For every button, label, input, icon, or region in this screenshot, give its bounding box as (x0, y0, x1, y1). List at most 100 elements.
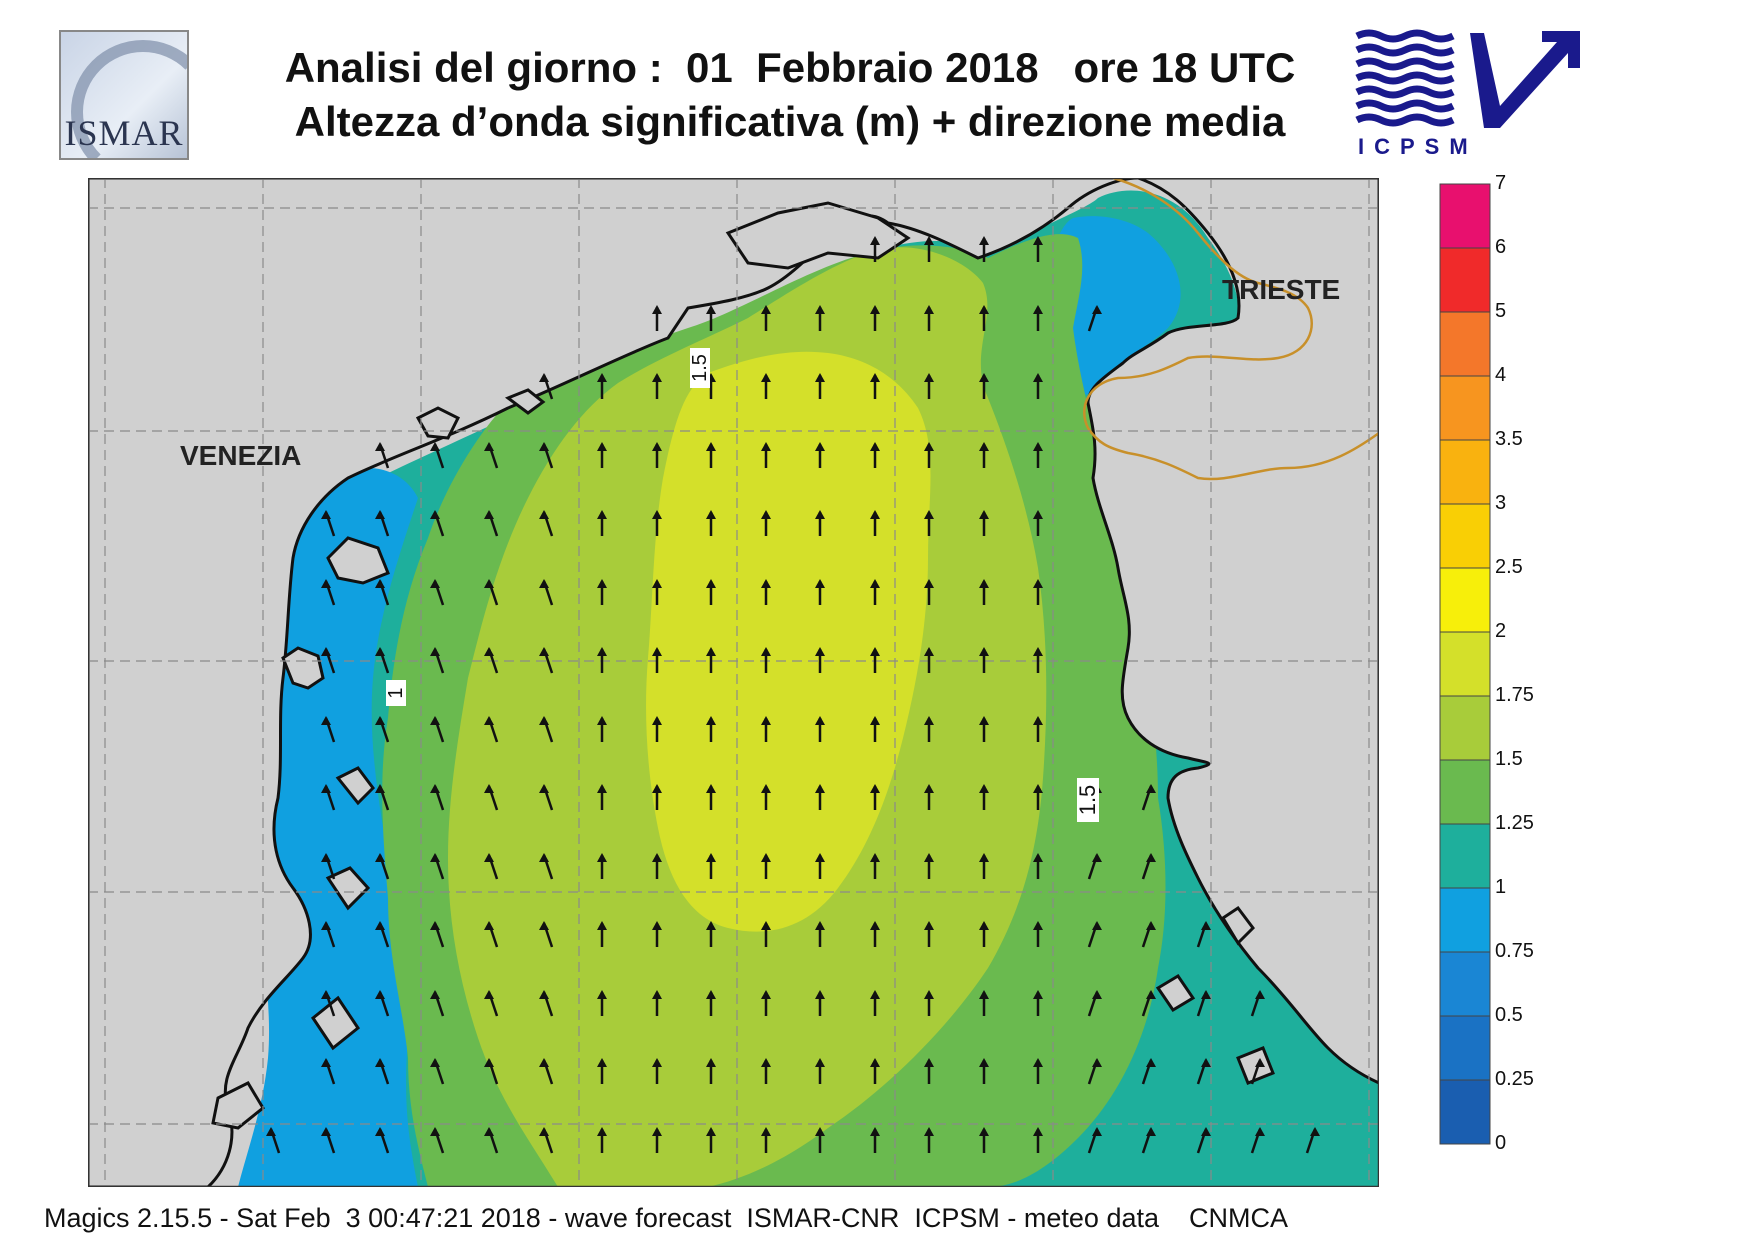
wave-direction-arrowhead (321, 1127, 331, 1136)
wave-direction-arrowhead (1033, 921, 1043, 930)
wave-direction-arrowhead (597, 990, 607, 999)
wave-direction-arrowhead (1201, 990, 1211, 999)
wave-direction-arrowhead (706, 853, 716, 862)
wave-direction-arrowhead (924, 1127, 934, 1136)
wave-direction-arrowhead (321, 1058, 331, 1067)
wave-direction-arrowhead (375, 784, 385, 793)
wave-direction-arrowhead (979, 305, 989, 314)
coast-island (1155, 973, 1196, 1013)
wave-direction-arrowhead (430, 1127, 440, 1136)
wave-direction-arrowhead (652, 442, 662, 451)
wave-direction-arrowhead (979, 784, 989, 793)
wave-direction-arrowhead (1092, 990, 1102, 999)
wave-direction-arrowhead (979, 647, 989, 656)
wave-direction-arrowhead (761, 510, 771, 519)
wave-direction-arrowhead (484, 647, 494, 656)
wave-direction-arrowhead (597, 373, 607, 382)
wave-direction-arrowhead (430, 990, 440, 999)
wave-direction-arrowhead (430, 784, 440, 793)
color-scale-swatch (1439, 439, 1491, 505)
wave-direction-arrowhead (1033, 784, 1043, 793)
wave-direction-arrowhead (597, 579, 607, 588)
place-label-trieste: TRIESTE (1222, 274, 1341, 305)
wave-direction-arrowhead (815, 853, 825, 862)
map-subtitle: Altezza d’onda significativa (m) + direz… (294, 98, 1286, 145)
wave-direction-arrowhead (539, 716, 549, 725)
color-scale-swatch (1439, 183, 1491, 249)
wave-direction-arrowhead (539, 921, 549, 930)
wave-direction-arrowhead (652, 373, 662, 382)
wave-direction-arrowhead (979, 921, 989, 930)
wave-direction-arrowhead (815, 373, 825, 382)
footer-credits: Magics 2.15.5 - Sat Feb 3 00:47:21 2018 … (44, 1203, 1288, 1233)
wave-direction-arrowhead (815, 784, 825, 793)
lagoon-island (281, 646, 325, 690)
color-scale-level-label: 3.5 (1495, 428, 1523, 450)
wave-direction-arrowhead (870, 921, 880, 930)
wave-direction-arrowhead (321, 784, 331, 793)
wave-direction-arrowhead (1255, 1058, 1265, 1067)
wave-direction-arrowhead (979, 236, 989, 245)
wave-direction-arrowhead (924, 990, 934, 999)
wave-direction-arrowhead (924, 853, 934, 862)
wave-direction-arrowhead (539, 442, 549, 451)
wave-direction-arrowhead (706, 1127, 716, 1136)
color-scale-bar (1439, 183, 1491, 1145)
wave-direction-arrowhead (979, 1127, 989, 1136)
lagoon-island (325, 866, 371, 911)
wave-direction-arrowhead (597, 853, 607, 862)
wave-direction-arrowhead (539, 784, 549, 793)
wave-direction-arrowhead (1201, 921, 1211, 930)
wave-direction-arrowhead (706, 510, 716, 519)
wave-direction-arrowhead (652, 853, 662, 862)
lagoon-island (326, 536, 390, 585)
wave-direction-arrowhead (321, 510, 331, 519)
wave-direction-arrowhead (815, 921, 825, 930)
color-scale-level-label: 1 (1495, 876, 1507, 898)
wave-direction-arrowhead (484, 784, 494, 793)
wave-direction-arrowhead (815, 990, 825, 999)
wave-direction-arrowhead (375, 1127, 385, 1136)
wave-direction-arrowhead (979, 853, 989, 862)
wave-direction-arrowhead (321, 853, 331, 862)
color-scale-level-label: 4 (1495, 364, 1507, 386)
color-scale-level-label: 3 (1495, 492, 1507, 514)
wave-direction-arrowhead (375, 716, 385, 725)
wave-direction-arrowhead (815, 305, 825, 314)
wave-direction-arrowhead (1310, 1127, 1320, 1136)
wave-direction-arrowhead (1033, 579, 1043, 588)
contour-label-3: 1.5 (1075, 778, 1100, 822)
wave-direction-arrowhead (870, 373, 880, 382)
wave-direction-arrowhead (652, 716, 662, 725)
wave-direction-arrowhead (979, 716, 989, 725)
wave-direction-arrowhead (761, 1058, 771, 1067)
wave-direction-arrowhead (761, 647, 771, 656)
color-scale-swatch (1439, 887, 1491, 953)
wave-direction-arrowhead (539, 853, 549, 862)
wave-direction-arrowhead (375, 579, 385, 588)
color-scale-swatch (1439, 1015, 1491, 1081)
wave-direction-arrowhead (870, 305, 880, 314)
wave-direction-arrowhead (979, 442, 989, 451)
wave-direction-arrowhead (870, 1127, 880, 1136)
contour-label-text: 1 (385, 687, 407, 698)
wave-direction-arrowhead (706, 1058, 716, 1067)
color-scale-level-label: 2 (1495, 620, 1507, 642)
wave-direction-arrowhead (924, 647, 934, 656)
wave-height-map: 1.5 1 1.5 (88, 178, 1379, 1187)
color-scale-swatch (1439, 1079, 1491, 1145)
wave-direction-arrowhead (597, 784, 607, 793)
wave-direction-arrowhead (1033, 442, 1043, 451)
wave-direction-arrowhead (1033, 853, 1043, 862)
wave-direction-arrowhead (1033, 990, 1043, 999)
wave-direction-arrowhead (815, 1127, 825, 1136)
wave-direction-arrowhead (375, 1058, 385, 1067)
wave-direction-arrowhead (1092, 921, 1102, 930)
wave-direction-arrowhead (375, 647, 385, 656)
wave-direction-arrowhead (761, 990, 771, 999)
wave-direction-arrowhead (870, 853, 880, 862)
wave-direction-arrowhead (597, 921, 607, 930)
wave-direction-arrowhead (870, 647, 880, 656)
wave-direction-arrowhead (652, 579, 662, 588)
wave-direction-arrowhead (652, 921, 662, 930)
